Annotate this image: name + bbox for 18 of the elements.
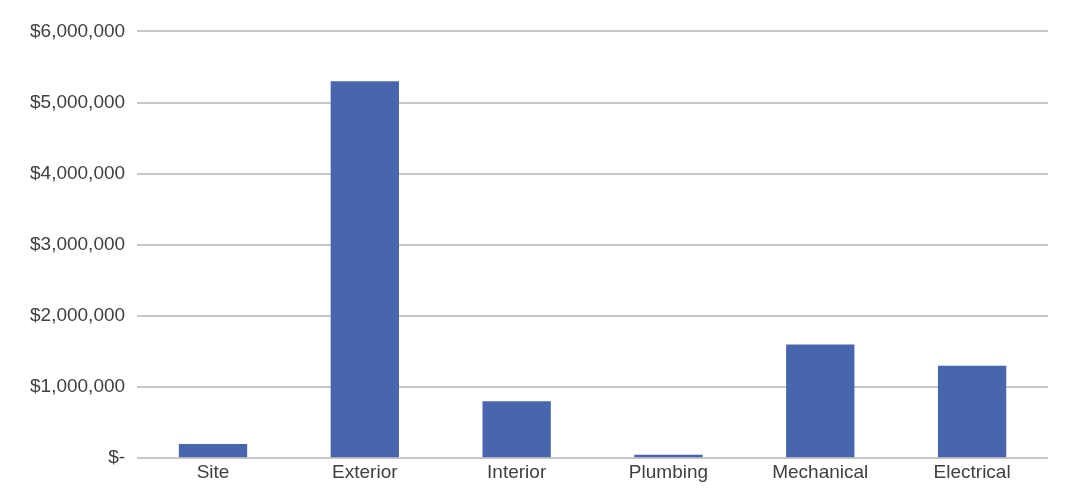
bar [330, 81, 399, 458]
bar [786, 344, 855, 458]
x-tick-label: Exterior [332, 460, 399, 482]
y-tick-label: $3,000,000 [30, 233, 126, 255]
y-tick-label: $6,000,000 [30, 19, 126, 41]
bar [178, 443, 248, 458]
x-tick-label: Electrical [933, 460, 1011, 482]
y-tick-label: $1,000,000 [30, 375, 126, 397]
y-tick-label: $- [108, 446, 126, 468]
x-tick-label: Mechanical [772, 460, 869, 482]
y-tick-label: $4,000,000 [30, 161, 126, 183]
bar [937, 365, 1007, 458]
x-tick-label: Plumbing [628, 460, 709, 482]
y-tick-label: $2,000,000 [30, 304, 126, 326]
x-tick-label: Site [196, 460, 230, 482]
bar [482, 401, 551, 458]
y-tick-label: $5,000,000 [30, 90, 126, 112]
x-tick-label: Interior [487, 460, 547, 482]
